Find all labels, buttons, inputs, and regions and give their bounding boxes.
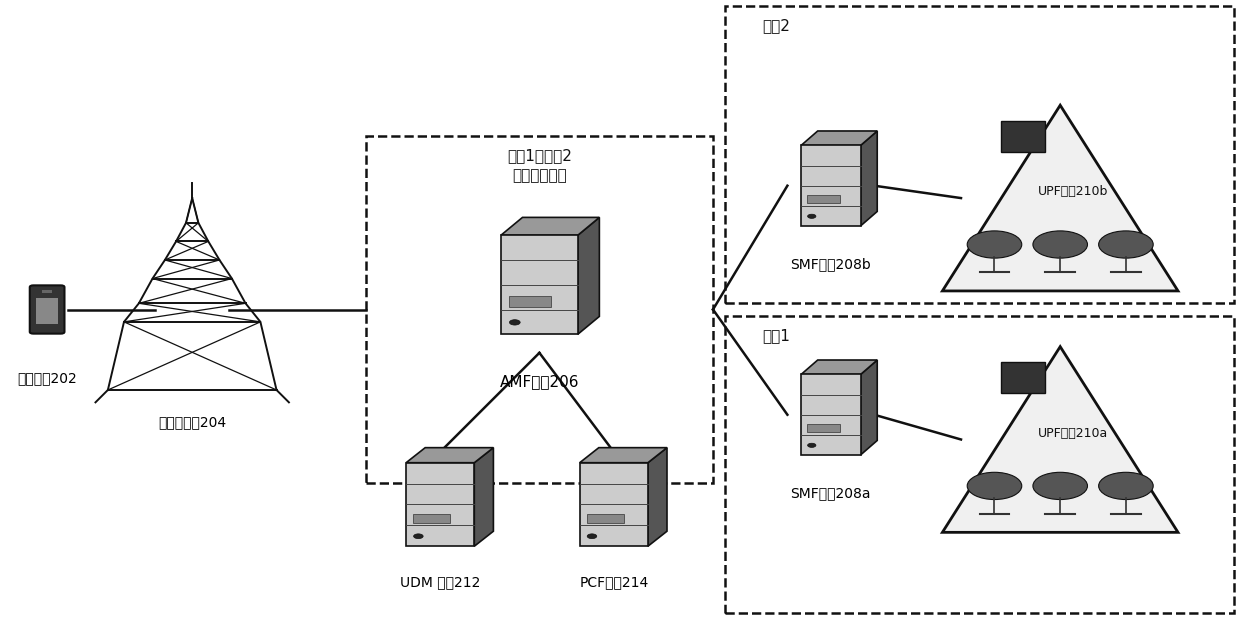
Circle shape (510, 319, 521, 325)
Polygon shape (474, 448, 494, 546)
Circle shape (967, 472, 1022, 500)
Polygon shape (801, 374, 861, 455)
Polygon shape (579, 462, 647, 546)
Text: 接入网设备204: 接入网设备204 (159, 415, 226, 429)
Text: 切片2: 切片2 (763, 19, 790, 33)
FancyBboxPatch shape (807, 194, 839, 204)
Circle shape (414, 534, 423, 539)
Polygon shape (801, 145, 861, 226)
Polygon shape (801, 131, 877, 145)
Text: UDM 设备212: UDM 设备212 (401, 576, 480, 590)
Circle shape (1033, 472, 1087, 500)
FancyBboxPatch shape (1001, 121, 1045, 152)
Text: 切片1: 切片1 (763, 328, 790, 343)
Circle shape (1099, 472, 1153, 500)
Polygon shape (647, 448, 667, 546)
Polygon shape (579, 448, 667, 462)
Text: 终端设备202: 终端设备202 (17, 371, 77, 386)
Text: UPF实体210b: UPF实体210b (1038, 185, 1107, 199)
Circle shape (807, 214, 816, 219)
Text: UPF实体210a: UPF实体210a (1038, 426, 1107, 440)
Text: 切片1和切片2
共享的控制面: 切片1和切片2 共享的控制面 (507, 149, 572, 183)
FancyBboxPatch shape (36, 298, 58, 324)
Polygon shape (578, 217, 599, 334)
Polygon shape (942, 105, 1178, 291)
Polygon shape (861, 360, 877, 455)
Polygon shape (501, 217, 599, 235)
Circle shape (967, 231, 1022, 258)
FancyBboxPatch shape (42, 290, 52, 293)
FancyBboxPatch shape (1001, 362, 1045, 393)
Circle shape (807, 443, 816, 448)
FancyBboxPatch shape (508, 296, 551, 306)
Text: SMF实体208b: SMF实体208b (790, 257, 872, 271)
Circle shape (588, 534, 596, 539)
Circle shape (1099, 231, 1153, 258)
FancyBboxPatch shape (587, 514, 624, 523)
Circle shape (1033, 231, 1087, 258)
Polygon shape (405, 462, 474, 546)
Polygon shape (501, 235, 578, 334)
Polygon shape (861, 131, 877, 226)
Text: SMF实体208a: SMF实体208a (791, 486, 870, 500)
Polygon shape (405, 448, 494, 462)
FancyBboxPatch shape (30, 285, 64, 334)
Polygon shape (801, 360, 877, 374)
Polygon shape (942, 347, 1178, 532)
Text: PCF设备214: PCF设备214 (579, 576, 649, 590)
FancyBboxPatch shape (413, 514, 450, 523)
FancyBboxPatch shape (807, 423, 839, 433)
Text: AMF实体206: AMF实体206 (500, 374, 579, 389)
